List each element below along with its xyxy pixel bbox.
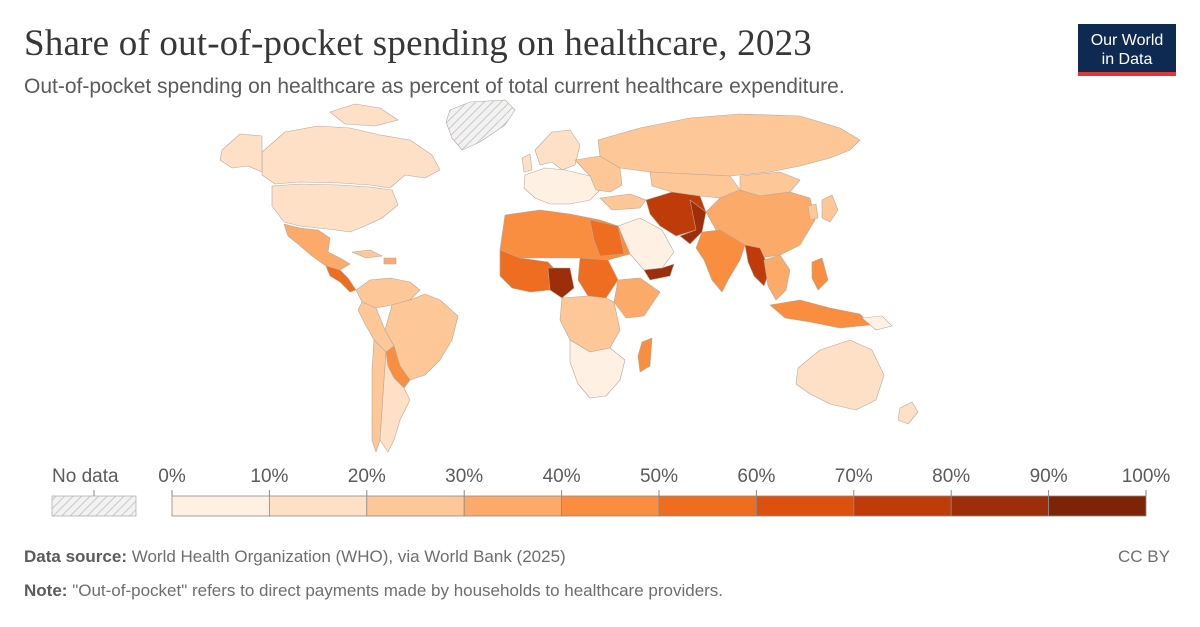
region-southeast-asia[interactable] xyxy=(763,254,791,301)
legend-tick-label: 20% xyxy=(347,466,386,487)
region-sudan[interactable] xyxy=(577,257,619,299)
legend-tick-label: 40% xyxy=(542,466,581,487)
legend-tick-label: 30% xyxy=(445,466,484,487)
legend-tick-label: 10% xyxy=(250,466,289,487)
region-horn-africa[interactable] xyxy=(613,277,661,319)
chart-title: Share of out-of-pocket spending on healt… xyxy=(24,23,812,64)
region-india[interactable] xyxy=(695,229,746,293)
legend-bin[interactable] xyxy=(658,495,757,517)
note-label: Note: xyxy=(24,581,68,600)
region-western-europe[interactable] xyxy=(523,167,601,205)
legend-bin[interactable] xyxy=(268,495,368,517)
legend-bin[interactable] xyxy=(463,495,563,517)
region-indonesia[interactable] xyxy=(769,299,871,329)
legend-tick-label: 80% xyxy=(932,466,971,487)
region-madagascar[interactable] xyxy=(637,337,653,373)
region-usa[interactable] xyxy=(271,183,399,233)
region-hispaniola[interactable] xyxy=(383,257,397,265)
license-link[interactable]: CC BY xyxy=(1118,547,1170,566)
legend-no-data-swatch[interactable] xyxy=(51,495,137,517)
footer-note: Note: "Out-of-pocket" refers to direct p… xyxy=(24,581,723,601)
region-yemen[interactable] xyxy=(643,263,675,281)
logo-line-2: in Data xyxy=(1101,51,1153,68)
logo-line-1: Our World xyxy=(1090,32,1164,49)
region-canada[interactable] xyxy=(261,125,441,189)
region-canada-islands[interactable] xyxy=(329,103,399,127)
legend-color-bins[interactable] xyxy=(171,490,1147,517)
region-australia[interactable] xyxy=(795,339,885,411)
region-russia[interactable] xyxy=(597,113,861,177)
legend-tick-label: 50% xyxy=(639,466,679,487)
region-turkey[interactable] xyxy=(599,193,647,211)
region-saudi-arabia[interactable] xyxy=(617,217,675,271)
region-egypt[interactable] xyxy=(589,219,625,257)
chart-subtitle: Out-of-pocket spending on healthcare as … xyxy=(24,75,845,98)
legend-tick-label: 100% xyxy=(1121,466,1171,487)
legend-bin[interactable] xyxy=(853,495,952,517)
legend-bin[interactable] xyxy=(1048,495,1147,517)
legend-bin[interactable] xyxy=(171,495,270,517)
legend-tick-label: 60% xyxy=(737,466,776,487)
region-alaska[interactable] xyxy=(219,133,263,173)
source-label: Data source: xyxy=(24,547,127,566)
region-bangladesh-myanmar[interactable] xyxy=(744,244,771,287)
region-central-america[interactable] xyxy=(325,265,357,293)
owid-logo[interactable]: Our World in Data xyxy=(1078,24,1176,76)
legend-tick-label: 70% xyxy=(834,466,873,487)
source-text[interactable]: World Health Organization (WHO), via Wor… xyxy=(131,547,566,566)
region-southern-africa[interactable] xyxy=(569,339,626,399)
region-nigeria[interactable] xyxy=(547,267,575,299)
region-korea[interactable] xyxy=(807,203,819,221)
legend-no-data-label: No data xyxy=(52,466,119,487)
region-argentina[interactable] xyxy=(379,351,411,453)
legend-bin[interactable] xyxy=(561,495,660,517)
region-philippines[interactable] xyxy=(811,257,829,291)
region-central-africa[interactable] xyxy=(559,295,621,353)
region-greenland[interactable] xyxy=(445,99,516,151)
legend-tick-label: 90% xyxy=(1029,466,1068,487)
region-mexico[interactable] xyxy=(283,223,351,271)
region-cuba[interactable] xyxy=(351,249,383,259)
region-kazakhstan[interactable] xyxy=(649,171,741,199)
legend-bin[interactable] xyxy=(366,495,465,517)
footer-source: Data source: World Health Organization (… xyxy=(24,547,566,567)
region-new-zealand[interactable] xyxy=(897,401,919,425)
region-uk[interactable] xyxy=(521,153,533,173)
region-scandinavia[interactable] xyxy=(534,129,581,171)
region-papua[interactable] xyxy=(861,315,893,331)
note-text: "Out-of-pocket" refers to direct payment… xyxy=(72,581,724,600)
legend-tick-label: 0% xyxy=(158,466,186,487)
region-japan[interactable] xyxy=(821,194,839,223)
legend-bin[interactable] xyxy=(756,495,855,517)
legend-bin[interactable] xyxy=(950,495,1050,517)
